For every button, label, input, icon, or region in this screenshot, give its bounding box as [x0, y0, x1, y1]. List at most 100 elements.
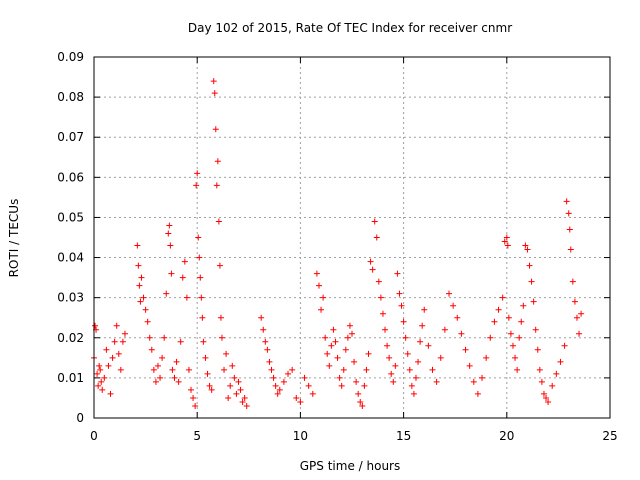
data-point	[567, 246, 574, 253]
data-point	[392, 362, 399, 369]
y-tick-label: 0.05	[57, 210, 84, 224]
data-point	[501, 238, 508, 245]
data-point	[136, 282, 143, 289]
data-point	[210, 78, 217, 85]
data-point	[262, 338, 269, 345]
data-point	[196, 254, 203, 261]
data-point	[276, 386, 283, 393]
data-point	[115, 350, 122, 357]
x-axis-label: GPS time / hours	[300, 459, 401, 473]
data-point	[239, 398, 246, 405]
data-point	[137, 298, 144, 305]
data-point	[235, 378, 242, 385]
data-point	[105, 362, 112, 369]
data-point	[241, 394, 248, 401]
data-point	[313, 270, 320, 277]
data-point	[150, 366, 157, 373]
data-point	[412, 374, 419, 381]
data-point	[503, 234, 510, 241]
data-point	[526, 262, 533, 269]
data-point	[268, 366, 275, 373]
data-point	[402, 334, 409, 341]
data-point	[400, 318, 407, 325]
data-point	[433, 378, 440, 385]
data-point	[94, 370, 101, 377]
data-point	[379, 310, 386, 317]
data-point	[173, 358, 180, 365]
data-point	[289, 366, 296, 373]
data-point	[326, 362, 333, 369]
data-point	[528, 278, 535, 285]
data-point	[357, 398, 364, 405]
data-point	[181, 258, 188, 265]
data-point	[458, 330, 465, 337]
data-point	[340, 366, 347, 373]
y-tick-label: 0.08	[57, 90, 84, 104]
x-tick-label: 20	[499, 429, 514, 443]
data-point	[146, 334, 153, 341]
data-point	[223, 350, 230, 357]
data-point	[179, 274, 186, 281]
data-point	[199, 314, 206, 321]
data-point	[214, 158, 221, 165]
data-point	[334, 354, 341, 361]
data-point	[419, 322, 426, 329]
data-point	[161, 334, 168, 341]
data-point	[415, 358, 422, 365]
data-point	[194, 170, 201, 177]
data-point	[425, 342, 432, 349]
data-point	[98, 378, 105, 385]
data-point	[233, 390, 240, 397]
data-point	[518, 318, 525, 325]
data-point	[361, 382, 368, 389]
data-point	[421, 306, 428, 313]
data-point	[351, 358, 358, 365]
data-point	[309, 390, 316, 397]
data-markers	[91, 78, 585, 409]
data-point	[450, 302, 457, 309]
data-point	[332, 338, 339, 345]
data-point	[557, 358, 564, 365]
y-tick-label: 0.04	[57, 251, 84, 265]
data-point	[336, 374, 343, 381]
grid-lines	[94, 57, 610, 418]
data-point	[95, 382, 102, 389]
x-tick-label: 15	[396, 429, 411, 443]
data-point	[166, 222, 173, 229]
data-point	[301, 374, 308, 381]
data-point	[576, 330, 583, 337]
data-point	[243, 402, 250, 409]
data-point	[532, 326, 539, 333]
data-point	[212, 126, 219, 133]
data-point	[504, 242, 511, 249]
data-point	[408, 382, 415, 389]
data-point	[390, 378, 397, 385]
data-point	[363, 366, 370, 373]
data-point	[96, 362, 103, 369]
data-point	[204, 370, 211, 377]
data-point	[305, 382, 312, 389]
data-point	[135, 262, 142, 269]
data-point	[462, 346, 469, 353]
data-point	[375, 278, 382, 285]
data-point	[342, 346, 349, 353]
data-point	[406, 366, 413, 373]
data-point	[417, 338, 424, 345]
data-point	[561, 342, 568, 349]
data-point	[99, 386, 106, 393]
data-point	[169, 366, 176, 373]
data-point	[218, 334, 225, 341]
data-point	[320, 294, 327, 301]
data-point	[365, 350, 372, 357]
data-point	[505, 314, 512, 321]
data-point	[121, 330, 128, 337]
data-point	[272, 382, 279, 389]
data-point	[157, 374, 164, 381]
data-point	[206, 382, 213, 389]
data-point	[371, 218, 378, 225]
data-point	[231, 374, 238, 381]
data-point	[237, 386, 244, 393]
data-point	[138, 274, 145, 281]
data-point	[266, 358, 273, 365]
y-tick-labels: 0 0.01 0.02 0.03 0.04 0.05 0.06 0.07 0.08 0.09	[57, 50, 84, 425]
